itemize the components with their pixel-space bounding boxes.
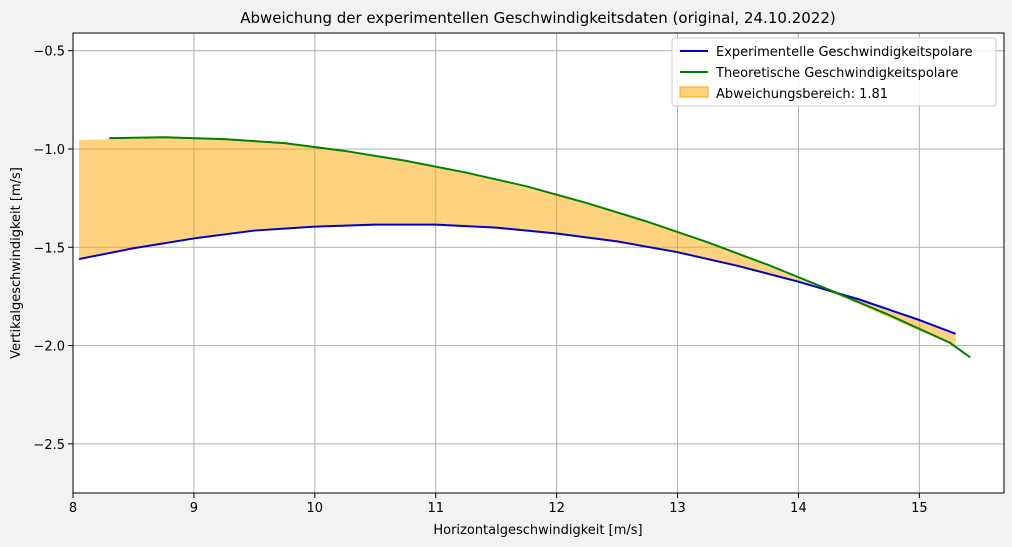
y-tick-label: −1.5 (33, 241, 65, 256)
legend-swatch-deviation (679, 86, 709, 98)
deviation-area (79, 138, 956, 346)
y-tick-label: −0.5 (33, 45, 65, 60)
fill-layer (79, 138, 956, 346)
y-axis-label: Vertikalgeschwindigkeit [m/s] (9, 167, 24, 359)
series-layer (78, 136, 971, 359)
x-tick-label: 12 (548, 501, 565, 516)
x-axis-label: Horizontalgeschwindigkeit [m/s] (433, 523, 642, 538)
x-tick-label: 14 (790, 501, 807, 516)
y-tick-label: −2.5 (33, 438, 65, 453)
legend-label-experimental: Experimentelle Geschwindigkeitspolare (716, 45, 973, 60)
x-tick-label: 11 (427, 501, 444, 516)
chart-title: Abweichung der experimentellen Geschwind… (240, 9, 836, 27)
x-tick-label: 15 (911, 501, 928, 516)
y-tick-label: −1.0 (33, 143, 65, 158)
plot-area (73, 33, 1004, 493)
x-tick-label: 10 (307, 501, 324, 516)
legend-label-deviation: Abweichungsbereich: 1.81 (716, 87, 888, 102)
y-tick-label: −2.0 (33, 340, 65, 355)
x-tick-label: 8 (69, 501, 77, 516)
x-tick-label: 9 (190, 501, 198, 516)
grid (72, 33, 1004, 493)
series-line-theoretical (109, 136, 971, 359)
plot-frame (72, 32, 1005, 494)
legend: Experimentelle Geschwindigkeitspolare Th… (671, 37, 997, 107)
ticks: 8 9 10 11 12 13 14 15 −2.5 −2.0 −1.5 −1.0 −0.5 (33, 45, 927, 516)
x-tick-label: 13 (669, 501, 686, 516)
legend-label-theoretical: Theoretische Geschwindigkeitspolare (715, 66, 958, 81)
